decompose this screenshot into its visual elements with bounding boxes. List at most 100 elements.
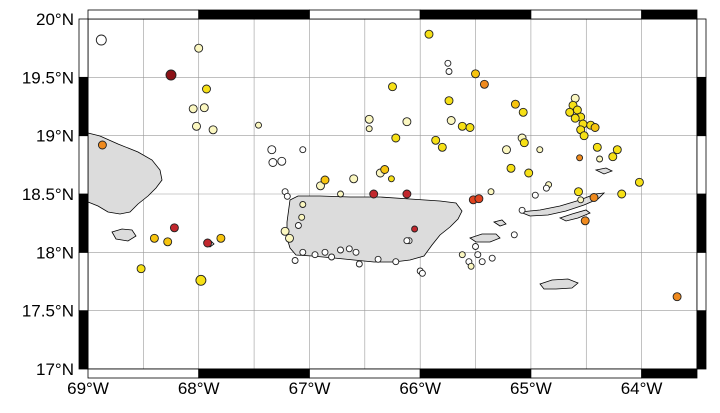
- event-marker: [580, 216, 590, 226]
- event-marker: [518, 206, 526, 214]
- event-marker: [403, 237, 411, 245]
- event-marker: [590, 123, 600, 132]
- event-marker: [352, 248, 360, 256]
- y-tick-label: 17°N: [36, 360, 74, 379]
- event-marker: [634, 177, 644, 187]
- frame-bottom-segment: [198, 368, 310, 379]
- event-marker: [510, 231, 518, 239]
- event-marker: [612, 145, 622, 155]
- frame-right-segment: [696, 310, 707, 370]
- event-marker: [320, 175, 330, 185]
- event-marker: [474, 194, 484, 204]
- event-marker: [474, 251, 482, 259]
- event-marker: [192, 121, 201, 131]
- frame-right-segment: [696, 135, 707, 195]
- event-marker: [299, 201, 307, 208]
- frame-bottom-segment: [87, 368, 200, 379]
- event-marker: [487, 188, 495, 196]
- event-marker: [165, 69, 177, 81]
- event-marker: [316, 181, 325, 191]
- event-marker: [391, 133, 401, 143]
- event-marker: [608, 152, 618, 162]
- event-marker: [387, 175, 395, 183]
- virgin-islands: [519, 192, 606, 217]
- event-marker: [444, 96, 454, 106]
- event-marker: [617, 189, 627, 199]
- event-markers: [95, 29, 682, 302]
- axis-labels: 69°W 68°W 67°W 66°W 65°W 64°W 20°N 19.5°N 19°N 18…: [22, 10, 663, 398]
- landmasses: [87, 132, 613, 290]
- event-marker: [337, 246, 344, 254]
- frame-left-segment: [78, 76, 89, 137]
- event-marker: [321, 248, 329, 256]
- y-tick-label: 18°N: [36, 243, 74, 262]
- event-marker: [574, 187, 583, 197]
- frame-bottom-segment: [641, 368, 698, 379]
- y-tick-label: 19.5°N: [22, 68, 74, 87]
- frame-right-segment: [696, 193, 707, 253]
- event-marker: [369, 189, 379, 199]
- event-marker: [577, 196, 585, 204]
- event-marker: [510, 99, 520, 109]
- event-marker: [445, 68, 453, 75]
- event-marker: [536, 146, 544, 154]
- event-marker: [446, 116, 456, 125]
- event-marker: [255, 121, 262, 129]
- frame-bottom-segment: [419, 368, 532, 379]
- frame-bottom-segment: [309, 368, 421, 379]
- event-marker: [457, 121, 467, 131]
- event-marker: [299, 146, 307, 154]
- x-tick-label: 66°W: [399, 379, 441, 398]
- frame-right-segment: [696, 18, 707, 78]
- frame-top-segment: [198, 9, 310, 20]
- frame-top-segment: [530, 9, 643, 20]
- map-frame: [78, 9, 707, 379]
- event-marker: [402, 189, 412, 199]
- frame-top-segment: [641, 9, 698, 20]
- frame-top-segment: [419, 9, 532, 20]
- event-marker: [458, 251, 466, 259]
- y-tick-label: 19°N: [36, 127, 74, 146]
- event-marker: [345, 245, 353, 253]
- event-marker: [531, 191, 539, 199]
- event-marker: [188, 104, 198, 114]
- event-marker: [502, 145, 511, 155]
- event-marker: [374, 255, 382, 263]
- event-marker: [136, 264, 146, 274]
- frame-bottom-segment: [530, 368, 643, 379]
- event-marker: [364, 114, 374, 124]
- event-marker: [365, 125, 373, 133]
- frame-left-segment: [78, 251, 89, 312]
- y-tick-label: 18.5°N: [22, 185, 74, 204]
- x-tick-label: 67°W: [289, 379, 331, 398]
- event-marker: [488, 254, 496, 262]
- frame-left-segment: [78, 18, 89, 78]
- event-marker: [524, 168, 534, 178]
- event-marker: [355, 260, 363, 268]
- event-marker: [579, 131, 589, 141]
- event-marker: [337, 190, 344, 198]
- frame-top-segment: [309, 9, 421, 20]
- frame-right-segment: [696, 251, 707, 312]
- event-marker: [431, 135, 441, 145]
- frame-left-segment: [78, 135, 89, 195]
- event-marker: [294, 222, 302, 229]
- y-tick-label: 20°N: [36, 10, 74, 29]
- event-marker: [328, 253, 336, 261]
- event-marker: [149, 233, 159, 243]
- event-marker: [570, 113, 580, 123]
- event-marker: [424, 29, 434, 39]
- event-marker: [298, 213, 306, 221]
- event-marker: [576, 154, 584, 162]
- puerto-rico-landmass: [286, 195, 463, 263]
- event-marker: [97, 140, 107, 150]
- event-marker: [411, 225, 419, 233]
- event-marker: [267, 145, 277, 155]
- event-marker: [471, 69, 480, 79]
- event-marker: [472, 243, 479, 250]
- event-marker: [518, 107, 528, 117]
- event-marker: [402, 117, 412, 127]
- event-marker: [478, 258, 486, 266]
